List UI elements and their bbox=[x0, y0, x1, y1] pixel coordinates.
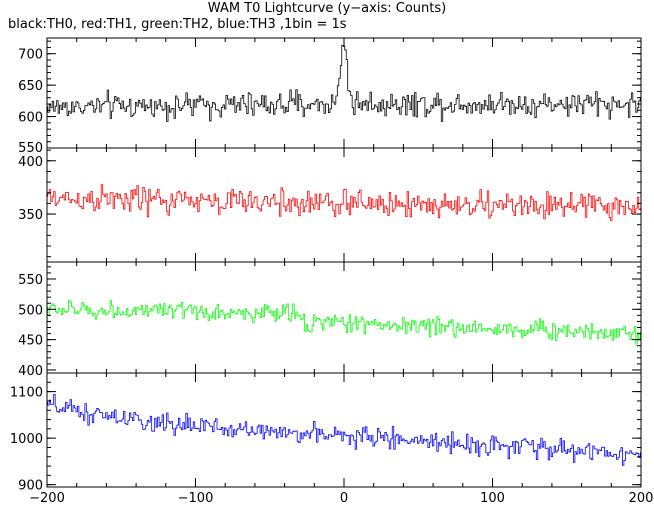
panel-th3: 900 1000 1100 bbox=[10, 372, 642, 494]
series-th2 bbox=[47, 299, 641, 345]
x-tick-label: 200 bbox=[629, 491, 654, 505]
y-tick-label: 550 bbox=[18, 273, 43, 288]
panel-th0: 550 600 650 700 bbox=[18, 37, 642, 156]
y-tick-label: 350 bbox=[18, 208, 43, 223]
x-tick-label: 0 bbox=[340, 491, 348, 505]
y-tick-label: 1100 bbox=[10, 386, 43, 401]
y-tick-label: 1000 bbox=[10, 432, 43, 447]
panel-frame bbox=[46, 147, 642, 263]
y-tick-label: 400 bbox=[18, 364, 43, 379]
y-tick-label: 450 bbox=[18, 334, 43, 349]
y-tick-label: 600 bbox=[18, 111, 43, 126]
panel-th1: 350 400 bbox=[18, 147, 642, 263]
panel-frame bbox=[46, 261, 642, 374]
y-tick-label: 550 bbox=[18, 141, 43, 156]
panel-frame bbox=[46, 372, 642, 488]
y-tick-label: 700 bbox=[18, 48, 43, 63]
chart-title: WAM T0 Lightcurve (y−axis: Counts) bbox=[207, 1, 447, 16]
x-tick-label: 100 bbox=[480, 491, 505, 505]
series-th1 bbox=[47, 184, 641, 221]
y-tick-label: 500 bbox=[18, 303, 43, 318]
series-th3 bbox=[47, 394, 641, 466]
y-tick-label: 900 bbox=[18, 479, 43, 494]
x-tick-label: −100 bbox=[178, 491, 214, 505]
x-tick-label: −200 bbox=[29, 491, 65, 505]
y-tick-label: 400 bbox=[18, 155, 43, 170]
y-tick-label: 650 bbox=[18, 79, 43, 94]
chart-subtitle: black:TH0, red:TH1, green:TH2, blue:TH3 … bbox=[8, 17, 347, 32]
panel-frame bbox=[46, 37, 642, 149]
series-th0 bbox=[47, 44, 641, 122]
panel-th2: 400 450 500 550 bbox=[18, 261, 642, 379]
